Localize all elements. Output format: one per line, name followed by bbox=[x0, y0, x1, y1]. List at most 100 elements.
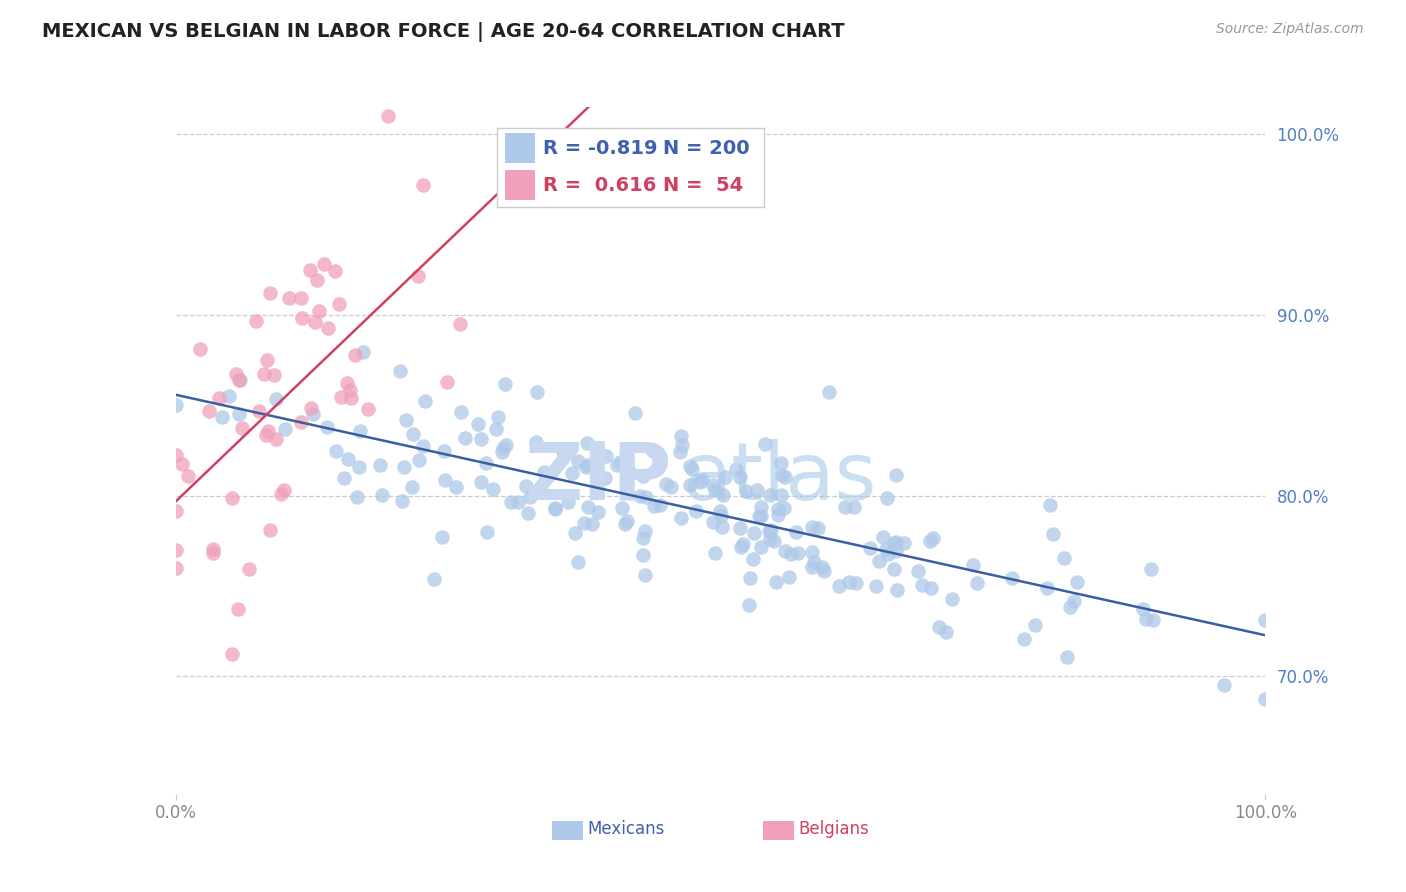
Point bbox=[253, 368, 276, 382]
Point bbox=[470, 475, 492, 489]
Point bbox=[628, 489, 651, 503]
Point bbox=[499, 495, 522, 509]
Point bbox=[226, 601, 249, 615]
Point bbox=[256, 424, 278, 438]
Text: N = 200: N = 200 bbox=[662, 138, 749, 158]
Point bbox=[357, 402, 380, 417]
Point bbox=[872, 530, 894, 544]
Point bbox=[524, 434, 547, 449]
Point bbox=[198, 404, 221, 418]
Point bbox=[911, 578, 934, 592]
Point bbox=[291, 310, 314, 325]
Point bbox=[1140, 562, 1163, 576]
Point bbox=[744, 526, 766, 541]
Point bbox=[413, 393, 436, 408]
Point bbox=[681, 462, 703, 476]
Point bbox=[1135, 612, 1157, 626]
Point bbox=[328, 296, 350, 310]
Point bbox=[859, 541, 882, 555]
Point bbox=[422, 572, 444, 586]
Point bbox=[685, 504, 707, 518]
Point bbox=[576, 458, 599, 472]
Point bbox=[516, 506, 538, 520]
FancyBboxPatch shape bbox=[505, 133, 534, 163]
Point bbox=[770, 468, 793, 483]
Point bbox=[766, 502, 789, 516]
Point bbox=[270, 487, 292, 501]
Point bbox=[690, 473, 713, 487]
Point bbox=[801, 545, 824, 559]
Point bbox=[302, 407, 325, 421]
Point bbox=[807, 520, 830, 534]
Point bbox=[225, 367, 247, 381]
Point bbox=[211, 410, 233, 425]
Point bbox=[773, 500, 796, 515]
Point bbox=[433, 444, 456, 458]
Point bbox=[631, 468, 654, 483]
Point bbox=[759, 523, 782, 537]
Point bbox=[730, 470, 752, 484]
Point bbox=[561, 466, 583, 480]
Point bbox=[766, 508, 789, 522]
Point bbox=[515, 479, 537, 493]
Point bbox=[165, 561, 187, 575]
Point bbox=[238, 561, 260, 575]
Point bbox=[634, 567, 657, 582]
Point bbox=[576, 435, 599, 450]
Point bbox=[886, 583, 908, 598]
Point bbox=[343, 348, 366, 362]
Point bbox=[1066, 575, 1088, 590]
Point bbox=[702, 515, 724, 529]
Point bbox=[494, 377, 516, 392]
Point bbox=[907, 564, 929, 578]
Point bbox=[581, 516, 603, 531]
Point bbox=[770, 457, 793, 471]
Point bbox=[893, 535, 915, 549]
Point bbox=[352, 345, 374, 359]
Point bbox=[731, 537, 754, 551]
Point bbox=[724, 462, 747, 476]
Point bbox=[259, 285, 281, 300]
Point bbox=[308, 304, 330, 318]
Point bbox=[567, 556, 589, 570]
Point bbox=[765, 574, 787, 589]
Point bbox=[709, 504, 731, 518]
Point bbox=[834, 500, 856, 515]
Point bbox=[711, 488, 734, 502]
Point bbox=[491, 444, 513, 458]
Point bbox=[401, 480, 423, 494]
Point bbox=[254, 428, 277, 442]
Point bbox=[728, 521, 751, 535]
Point bbox=[330, 391, 353, 405]
Point bbox=[278, 291, 301, 305]
Point bbox=[486, 409, 509, 424]
Text: Source: ZipAtlas.com: Source: ZipAtlas.com bbox=[1216, 22, 1364, 37]
Point bbox=[323, 264, 346, 278]
Point bbox=[669, 445, 692, 459]
Point bbox=[467, 417, 489, 431]
Point bbox=[883, 536, 905, 550]
Point bbox=[176, 468, 198, 483]
Point bbox=[430, 530, 453, 544]
Point bbox=[519, 491, 541, 505]
Point bbox=[689, 475, 711, 489]
Point bbox=[575, 460, 598, 475]
Point bbox=[616, 514, 638, 528]
Point bbox=[641, 444, 664, 458]
Point bbox=[533, 465, 555, 479]
Point bbox=[763, 533, 786, 548]
Point bbox=[470, 432, 492, 446]
Point bbox=[735, 484, 758, 499]
Point bbox=[395, 413, 418, 427]
Point bbox=[875, 541, 897, 556]
Point bbox=[671, 428, 693, 442]
Point bbox=[564, 526, 586, 541]
Point bbox=[813, 565, 835, 579]
Point bbox=[551, 443, 574, 458]
Point bbox=[842, 500, 865, 515]
Point bbox=[263, 368, 285, 382]
Point bbox=[780, 547, 803, 561]
Point bbox=[818, 385, 841, 400]
Point bbox=[941, 591, 963, 606]
Point bbox=[1254, 691, 1277, 706]
